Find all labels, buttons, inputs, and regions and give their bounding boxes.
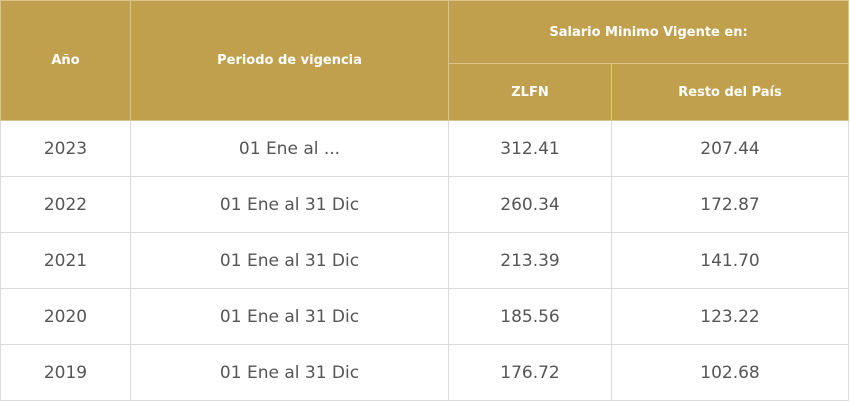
- table-row: 2020 01 Ene al 31 Dic 185.56 123.22: [0, 288, 850, 345]
- year-cell: 2021: [0, 232, 131, 289]
- zlfn-cell: 185.56: [448, 288, 612, 345]
- header-rest: Resto del País: [610, 63, 850, 121]
- period-cell: 01 Ene al 31 Dic: [130, 232, 449, 289]
- period-cell: 01 Ene al 31 Dic: [130, 176, 449, 233]
- zlfn-cell: 312.41: [448, 120, 612, 177]
- header-zlfn: ZLFN: [448, 63, 612, 121]
- year-cell: 2020: [0, 288, 131, 345]
- zlfn-cell: 213.39: [448, 232, 612, 289]
- header-group: Salario Minimo Vigente en:: [447, 0, 850, 64]
- header-period: Periodo de vigencia: [130, 0, 449, 121]
- rest-cell: 141.70: [610, 232, 850, 289]
- period-cell: 01 Ene al 31 Dic: [130, 288, 449, 345]
- zlfn-cell: 260.34: [448, 176, 612, 233]
- table-row: 2023 01 Ene al ... 312.41 207.44: [0, 120, 850, 177]
- year-cell: 2023: [0, 120, 131, 177]
- period-cell: 01 Ene al ...: [130, 120, 449, 177]
- header-year: Año: [0, 0, 131, 121]
- zlfn-cell: 176.72: [448, 344, 612, 401]
- rest-cell: 172.87: [610, 176, 850, 233]
- table-row: 2019 01 Ene al 31 Dic 176.72 102.68: [0, 344, 850, 401]
- period-cell: 01 Ene al 31 Dic: [130, 344, 449, 401]
- table-row: 2021 01 Ene al 31 Dic 213.39 141.70: [0, 232, 850, 289]
- table-row: 2022 01 Ene al 31 Dic 260.34 172.87: [0, 176, 850, 233]
- table-body: 2023 01 Ene al ... 312.41 207.44 2022 01 Ene …: [0, 120, 850, 401]
- year-cell: 2022: [0, 176, 131, 233]
- rest-cell: 207.44: [610, 120, 850, 177]
- year-cell: 2019: [0, 344, 131, 401]
- rest-cell: 123.22: [610, 288, 850, 345]
- rest-cell: 102.68: [610, 344, 850, 401]
